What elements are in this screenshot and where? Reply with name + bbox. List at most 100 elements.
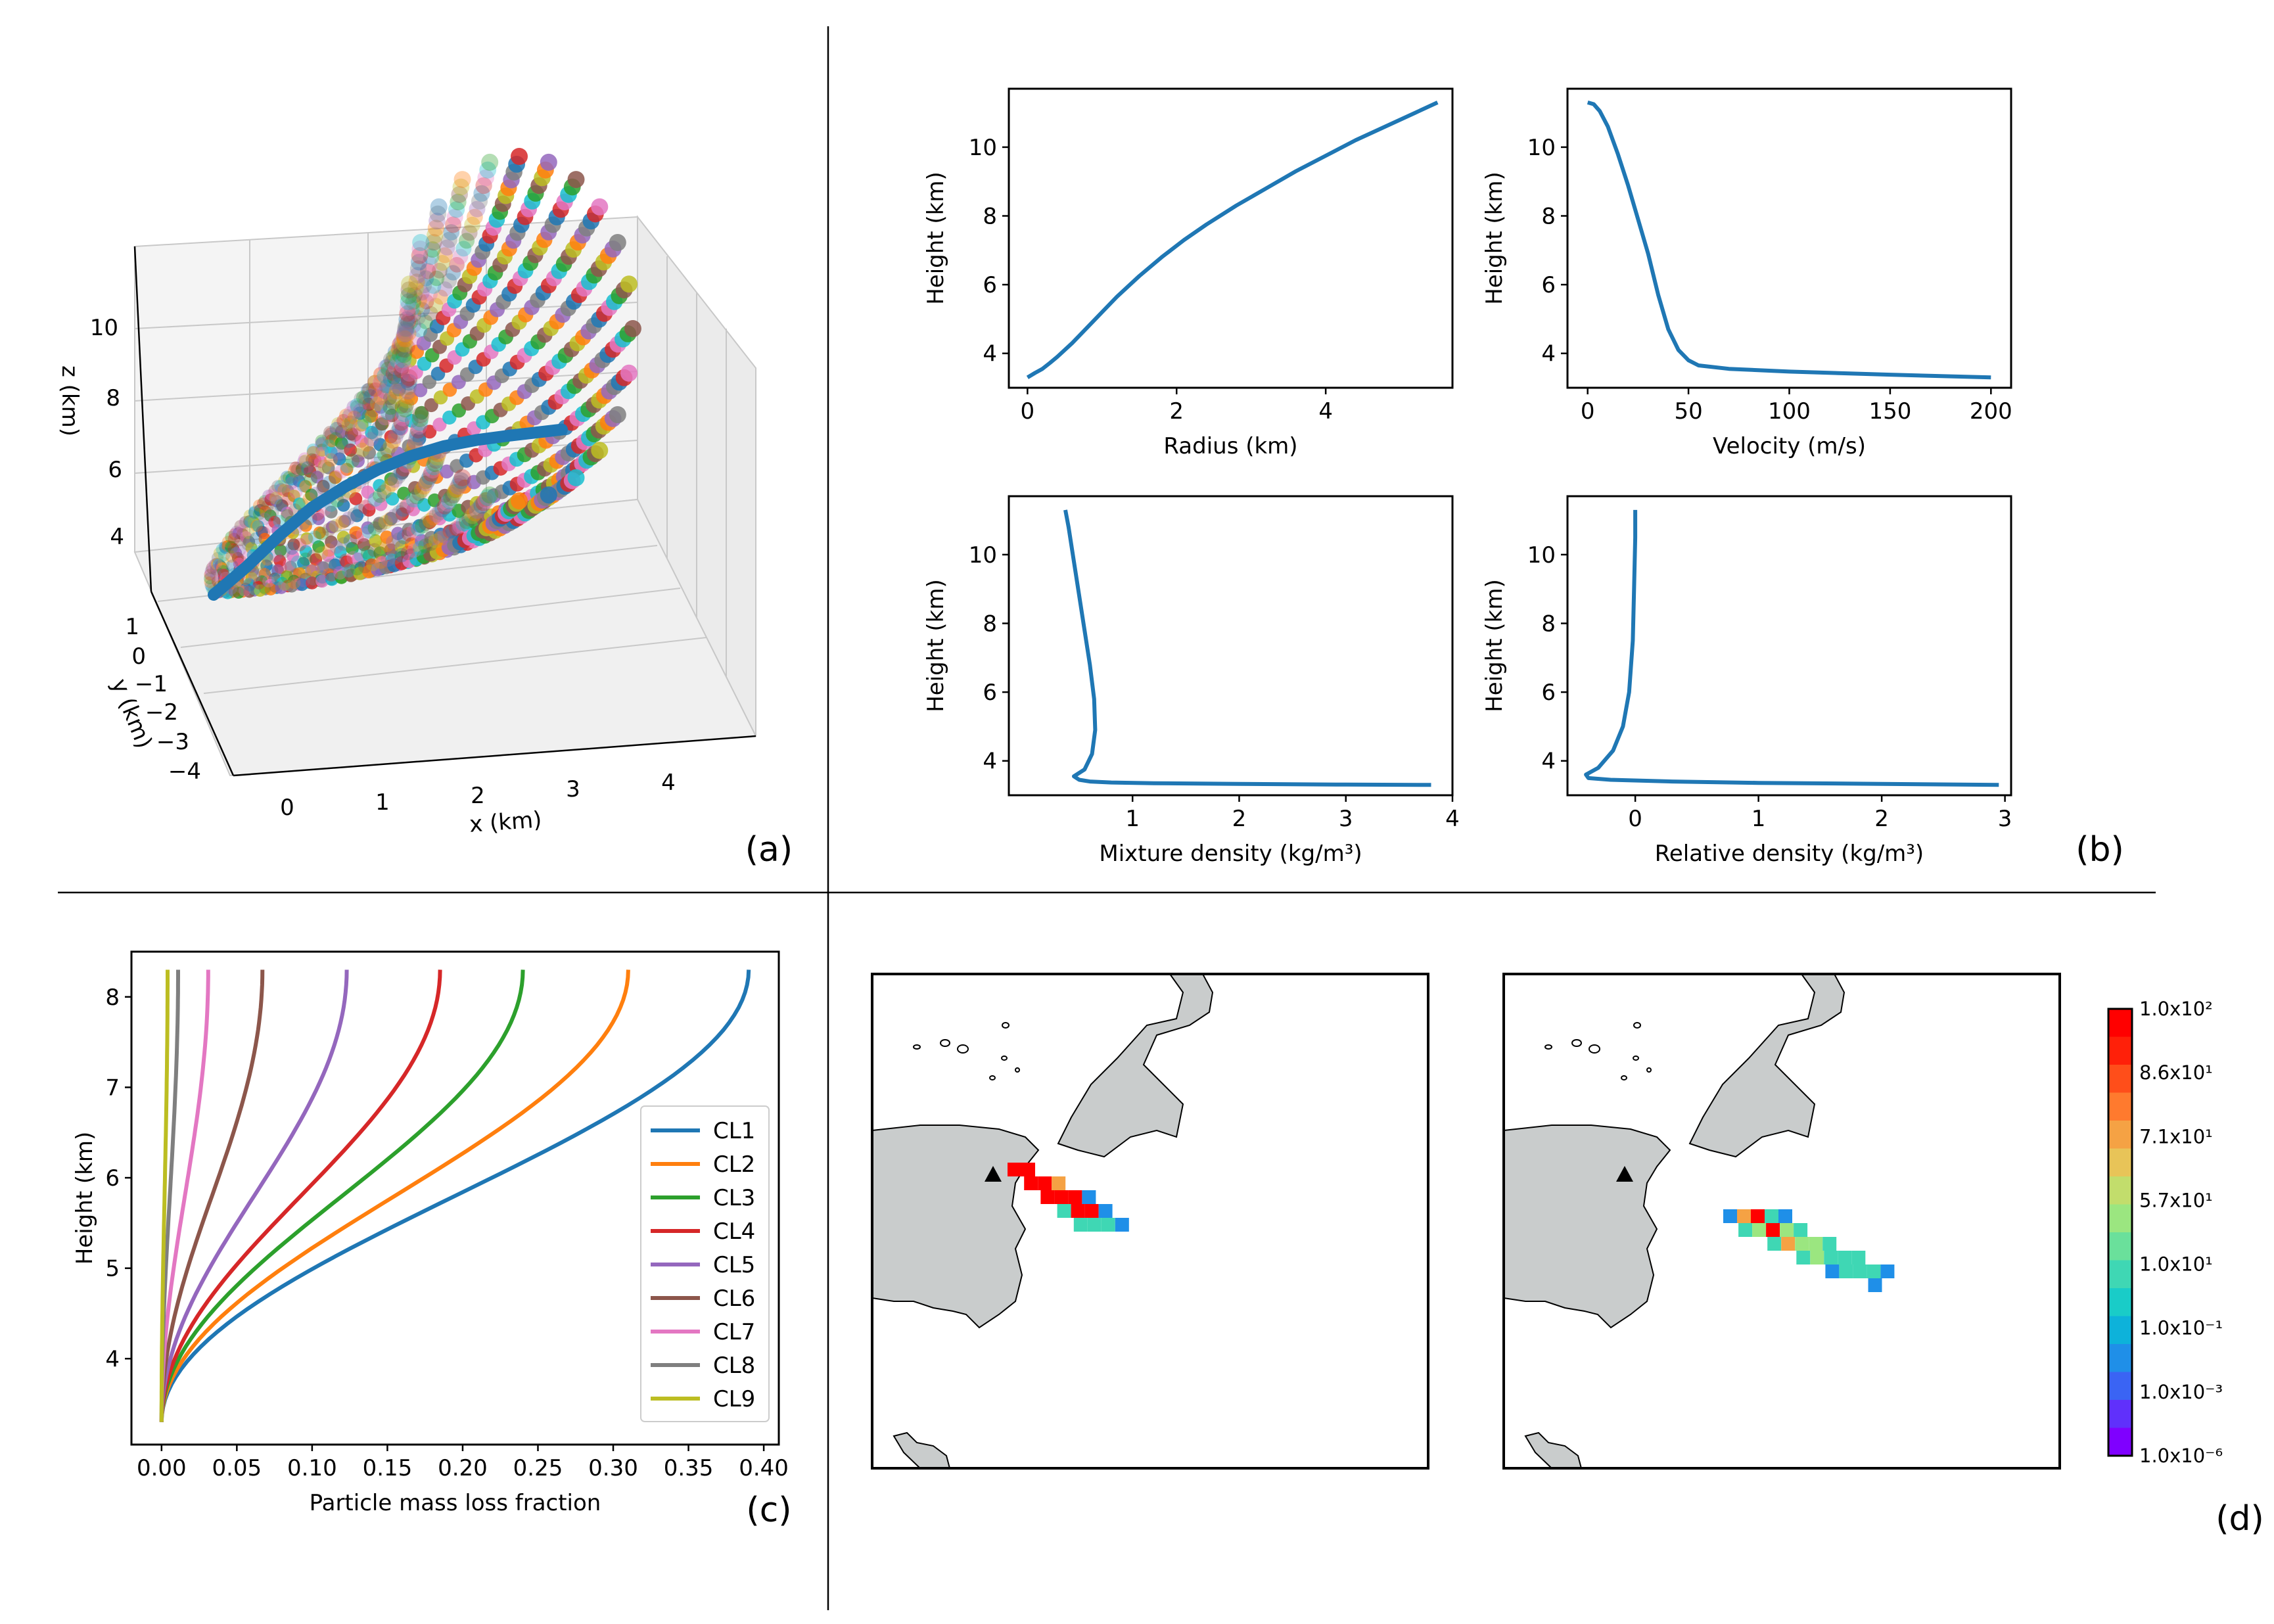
- plume-particle: [412, 234, 430, 251]
- plume-particle: [387, 550, 402, 565]
- plume-particle: [329, 470, 342, 484]
- plume-particle: [312, 512, 325, 526]
- plume-particle: [346, 551, 361, 565]
- plume-particle: [399, 305, 416, 322]
- plume-particle: [309, 553, 323, 566]
- plume-particle: [416, 277, 432, 294]
- plume-particle: [300, 534, 314, 548]
- plume-particle: [321, 461, 335, 475]
- plume-particle: [397, 401, 413, 418]
- plume-particle: [325, 568, 338, 582]
- plume-particle: [423, 248, 440, 265]
- colorbar-band: [2108, 1232, 2132, 1261]
- plume-particle: [367, 521, 383, 536]
- plume-particle: [384, 430, 398, 444]
- x-tick-label: 0: [1021, 398, 1035, 425]
- plume-particle: [419, 475, 433, 490]
- plume-particle: [285, 542, 299, 555]
- plot-frame: [1008, 495, 1454, 797]
- plume-particle: [481, 486, 499, 504]
- plume-particle: [399, 498, 415, 514]
- plume-particle: [424, 462, 441, 479]
- x-tick-label: 0.40: [739, 1455, 789, 1481]
- plume-particle: [210, 569, 223, 582]
- plume-particle: [428, 298, 444, 313]
- x-tick: 4: [661, 770, 676, 796]
- plume-particle: [437, 528, 453, 544]
- plume-particle: [432, 504, 448, 521]
- plume-particle: [333, 418, 347, 432]
- plume-particle: [404, 300, 420, 317]
- colorbar: 1.0x10² 8.6x10¹ 7.1x10¹ 5.7x10¹ 1.0x10¹ 1.0x1…: [2107, 998, 2223, 1467]
- plume-particle: [449, 257, 465, 273]
- plume-particle: [350, 530, 364, 545]
- plume-particle: [322, 439, 336, 453]
- plume-particle: [218, 549, 231, 561]
- colorbar-band: [2108, 1176, 2132, 1205]
- plume-particle: [451, 186, 468, 203]
- map-2: [1502, 973, 2061, 1470]
- plume-particle: [392, 505, 407, 521]
- plume-particle: [380, 442, 396, 458]
- panel-label-d: (d): [2216, 1499, 2264, 1539]
- ash-cell: [1073, 1218, 1088, 1232]
- plume-particle: [244, 515, 257, 528]
- plume-particle: [312, 540, 325, 553]
- plume-particle: [453, 469, 471, 486]
- plume-particle: [334, 464, 349, 479]
- x-tick-label: 0.35: [664, 1455, 714, 1481]
- plume-particle: [335, 436, 348, 450]
- ash-cell: [1795, 1237, 1809, 1251]
- plume-particle: [394, 348, 409, 363]
- x-tick: 1: [375, 789, 390, 816]
- plume-particle: [268, 580, 281, 593]
- plume-particle: [225, 550, 238, 563]
- ash-cell: [1082, 1190, 1096, 1204]
- profile-line: [1587, 101, 1991, 380]
- plume-particle: [378, 515, 393, 530]
- plume-particle: [353, 403, 367, 418]
- ash-grid-1: [1008, 1163, 1129, 1232]
- ash-cell: [1052, 1176, 1066, 1190]
- ash-grid-2: [1723, 1209, 1895, 1292]
- plume-particle: [405, 293, 421, 310]
- x-tick-label: 0.05: [212, 1455, 262, 1481]
- axis-x: [233, 735, 756, 777]
- plume-particle: [367, 543, 382, 557]
- plume-particle: [427, 455, 444, 473]
- plume-particle: [402, 522, 416, 537]
- plume-particle: [422, 286, 438, 302]
- colorbar-tick-label: 1.0x10⁻¹: [2139, 1317, 2223, 1339]
- legend-entry: CL9: [713, 1386, 755, 1412]
- plume-particle: [388, 429, 404, 444]
- plume-particle: [473, 185, 490, 202]
- plume-particle: [401, 275, 418, 293]
- plume-particle: [423, 425, 437, 439]
- plume-particle: [400, 313, 416, 330]
- plume-particle: [243, 509, 256, 522]
- plume-particle: [391, 532, 406, 547]
- plume-particle: [429, 212, 446, 230]
- y-tick: 1: [125, 614, 139, 640]
- plume-particle: [412, 432, 427, 446]
- plume-particle: [340, 459, 354, 473]
- plume-particle: [396, 334, 411, 349]
- plume-particle: [425, 459, 442, 476]
- ash-cell: [1054, 1190, 1069, 1204]
- plume-particle: [377, 384, 392, 400]
- plume-particle: [397, 486, 411, 500]
- colorbar-tick-label: 1.0x10⁻⁶: [2139, 1445, 2223, 1467]
- plume-particle: [370, 396, 385, 411]
- plume-particle: [383, 511, 398, 526]
- plume-particle: [354, 548, 368, 563]
- ash-cell: [1851, 1251, 1866, 1264]
- map-1-frame: [871, 973, 1429, 1470]
- loss-curve-cl7: [159, 969, 210, 1422]
- ash-cell: [1115, 1218, 1129, 1232]
- y-axis-label: Height (km): [923, 579, 949, 712]
- legend-entry: CL6: [713, 1286, 755, 1312]
- plume-particle: [277, 545, 290, 559]
- x-tick-label: 50: [1674, 398, 1702, 425]
- y-tick-label: 8: [105, 985, 120, 1011]
- plume-particle: [213, 547, 225, 559]
